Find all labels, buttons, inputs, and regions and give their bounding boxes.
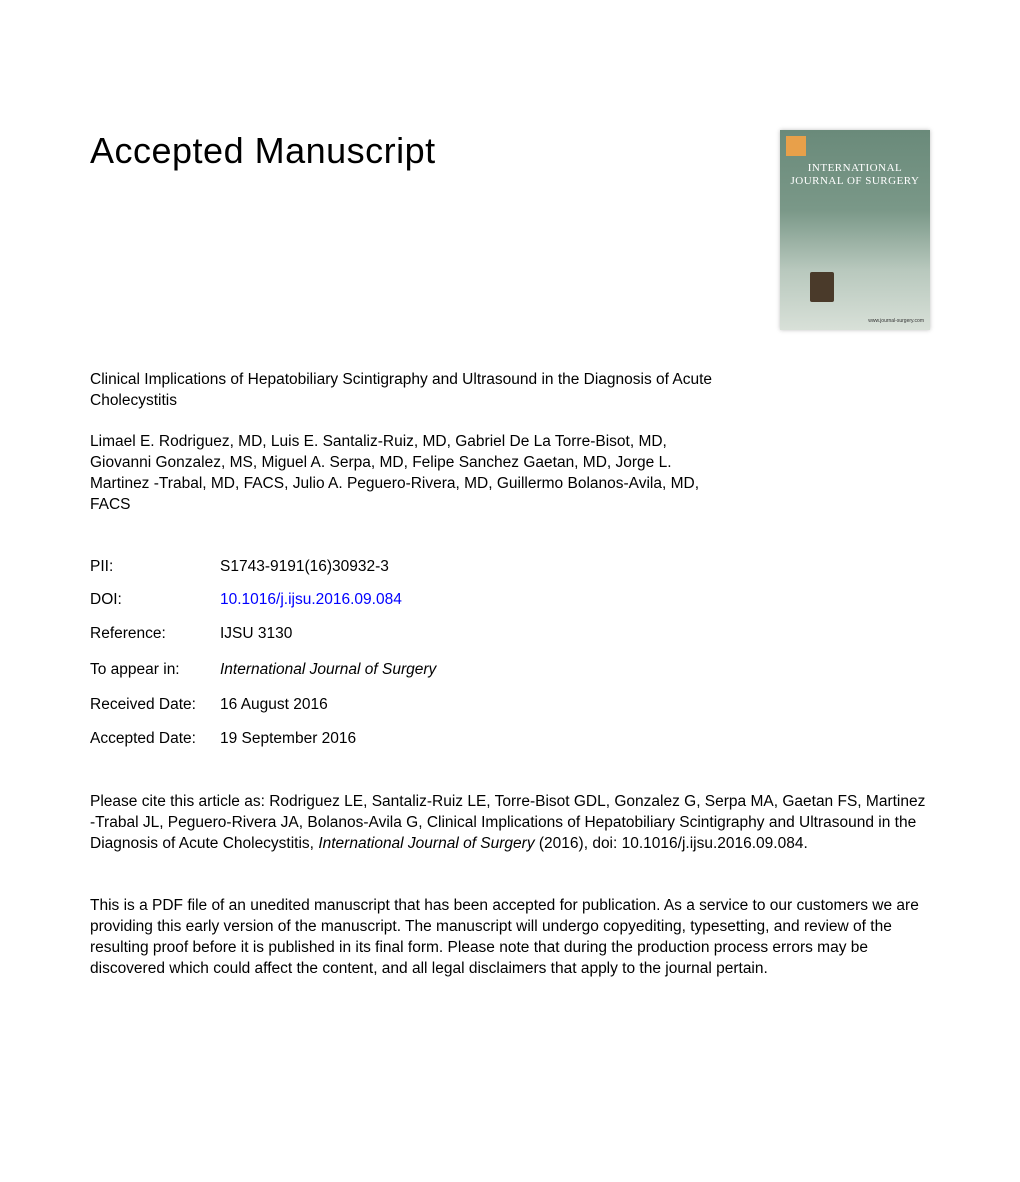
pii-label: PII: xyxy=(90,556,220,578)
appear-label: To appear in: xyxy=(90,659,220,681)
received-label: Received Date: xyxy=(90,694,220,716)
appear-value: International Journal of Surgery xyxy=(220,659,436,681)
article-title: Clinical Implications of Hepatobiliary S… xyxy=(90,370,730,412)
disclaimer-text: This is a PDF file of an unedited manusc… xyxy=(90,896,930,980)
received-value: 16 August 2016 xyxy=(220,694,328,716)
cover-url: www.journal-surgery.com xyxy=(868,318,924,324)
meta-row-received: Received Date: 16 August 2016 xyxy=(90,694,930,716)
doi-label: DOI: xyxy=(90,589,220,611)
cover-title-line2: JOURNAL OF SURGERY xyxy=(780,175,930,188)
cover-journal-title: INTERNATIONAL JOURNAL OF SURGERY xyxy=(780,162,930,190)
meta-row-accepted: Accepted Date: 19 September 2016 xyxy=(90,728,930,750)
metadata-table: PII: S1743-9191(16)30932-3 DOI: 10.1016/… xyxy=(90,556,930,750)
reference-label: Reference: xyxy=(90,623,220,645)
cover-publisher-mark xyxy=(786,136,806,156)
meta-row-appear: To appear in: International Journal of S… xyxy=(90,659,930,681)
meta-row-doi: DOI: 10.1016/j.ijsu.2016.09.084 xyxy=(90,589,930,611)
cover-badge-icon xyxy=(810,272,834,302)
citation-text: Please cite this article as: Rodriguez L… xyxy=(90,792,930,855)
reference-value: IJSU 3130 xyxy=(220,623,292,645)
accepted-label: Accepted Date: xyxy=(90,728,220,750)
header-row: Accepted Manuscript INTERNATIONAL JOURNA… xyxy=(90,130,930,330)
accepted-value: 19 September 2016 xyxy=(220,728,356,750)
meta-row-reference: Reference: IJSU 3130 xyxy=(90,623,930,645)
doi-link[interactable]: 10.1016/j.ijsu.2016.09.084 xyxy=(220,589,402,611)
citation-suffix: (2016), doi: 10.1016/j.ijsu.2016.09.084. xyxy=(535,835,808,852)
page-title: Accepted Manuscript xyxy=(90,130,436,172)
journal-cover-thumbnail: INTERNATIONAL JOURNAL OF SURGERY www.jou… xyxy=(780,130,930,330)
citation-journal: International Journal of Surgery xyxy=(318,835,534,852)
authors-list: Limael E. Rodriguez, MD, Luis E. Santali… xyxy=(90,432,730,516)
meta-row-pii: PII: S1743-9191(16)30932-3 xyxy=(90,556,930,578)
cover-title-line1: INTERNATIONAL xyxy=(780,162,930,175)
pii-value: S1743-9191(16)30932-3 xyxy=(220,556,389,578)
